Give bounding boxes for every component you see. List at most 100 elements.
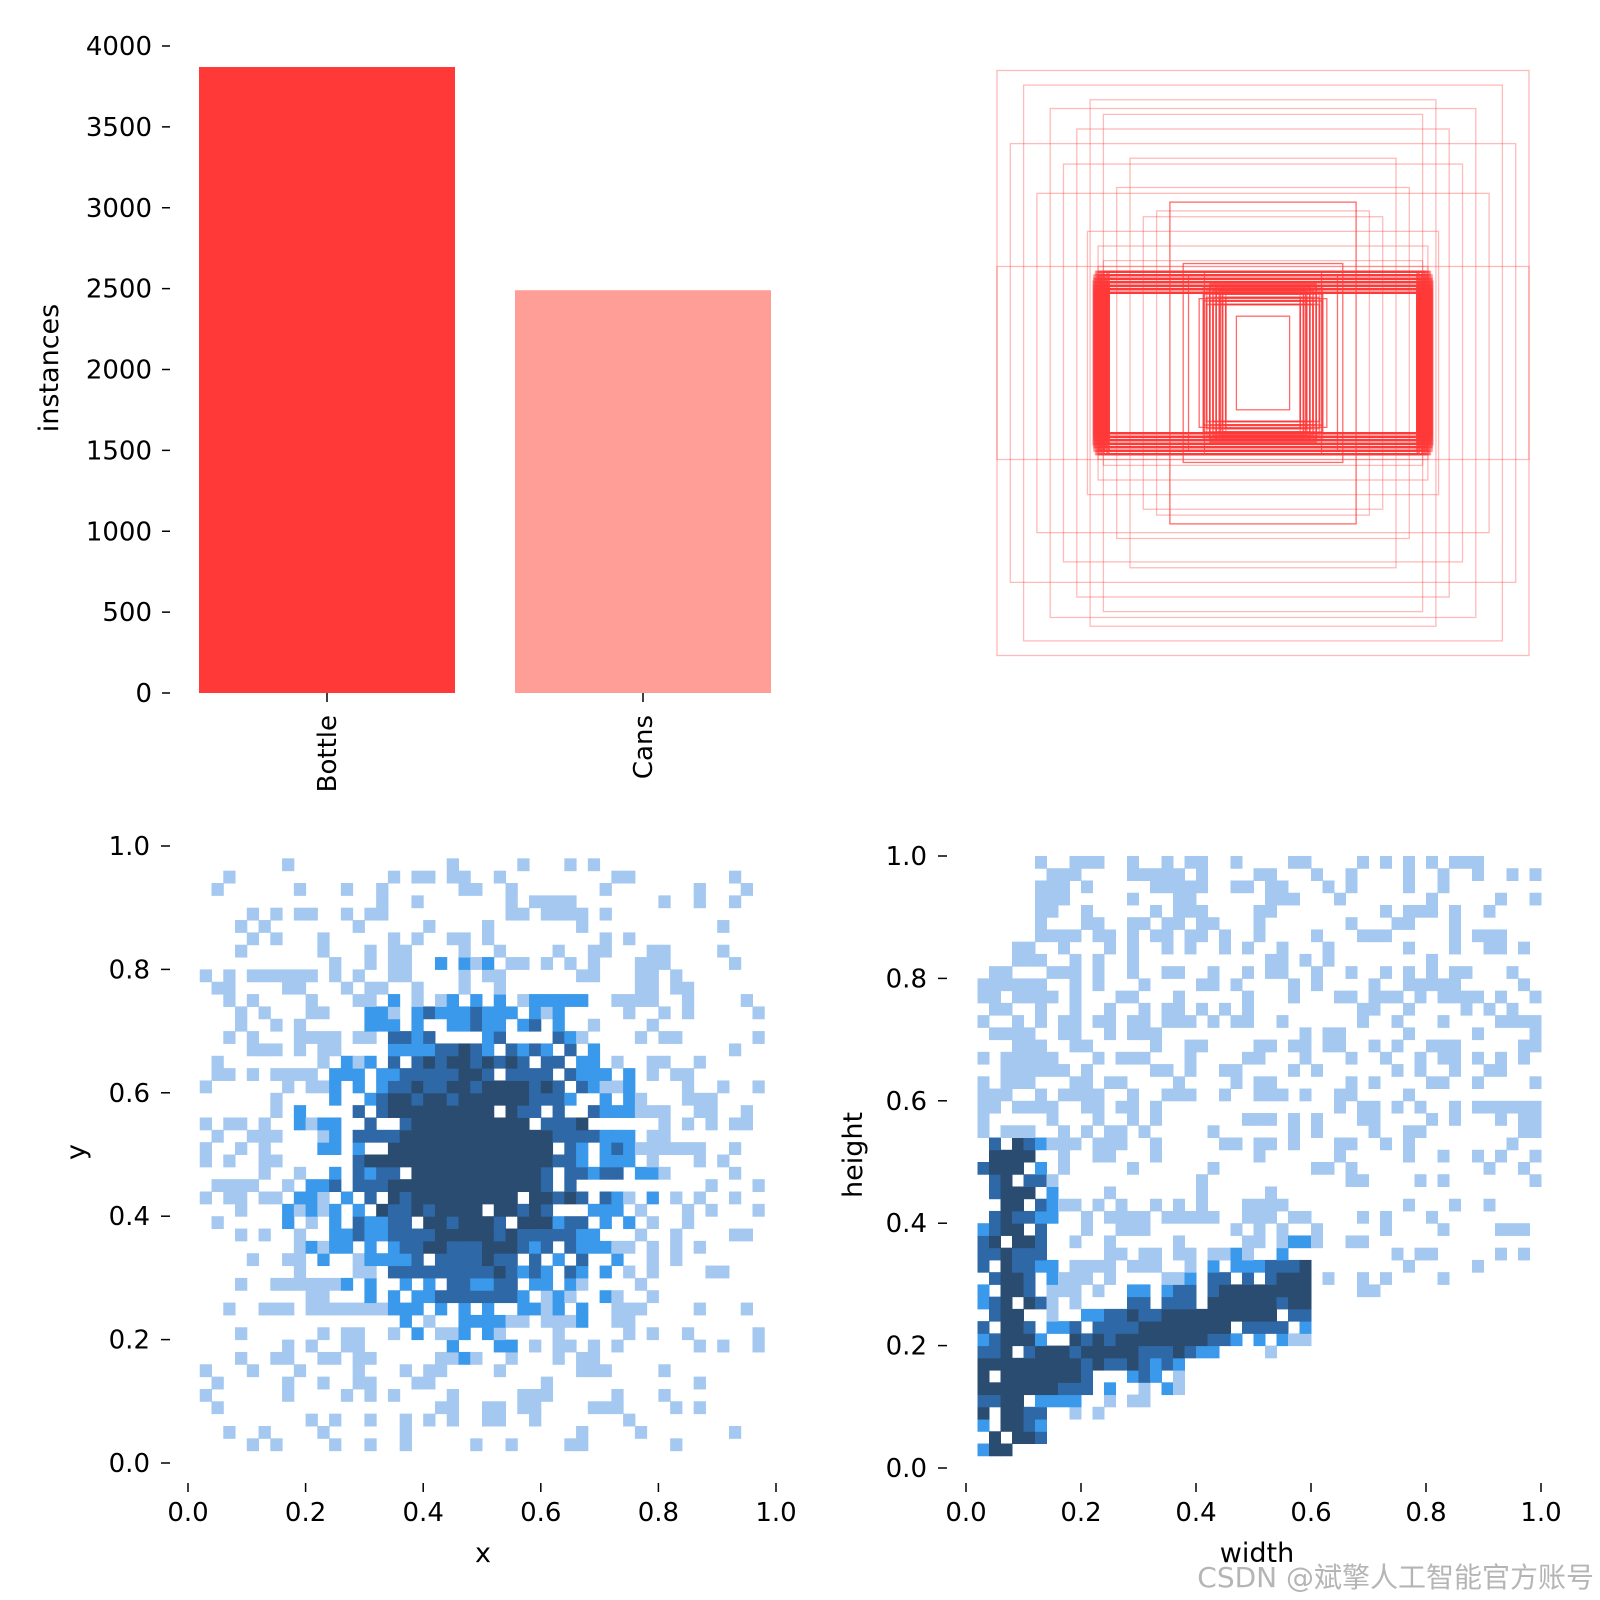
heatmap-cell <box>1230 1247 1243 1261</box>
heatmap-cell <box>977 1345 990 1359</box>
heatmap-cell <box>564 1142 577 1155</box>
heatmap-cell <box>223 969 236 983</box>
heatmap-cell <box>1207 1284 1220 1298</box>
heatmap-cell <box>1023 1235 1036 1249</box>
heatmap-cell <box>376 1154 389 1168</box>
heatmap-cell <box>1276 892 1289 906</box>
heatmap-cell <box>1173 892 1185 906</box>
heatmap-cell <box>293 1043 307 1057</box>
heatmap-cell <box>399 944 412 958</box>
heatmap-cell <box>1184 1210 1197 1224</box>
heatmap-cell <box>1437 1149 1450 1163</box>
heatmap-cell <box>1000 1443 1013 1457</box>
heatmap-cell <box>211 1179 224 1193</box>
heatmap-cell <box>1506 1223 1519 1236</box>
heatmap-cell <box>1403 904 1415 918</box>
heatmap-cell <box>434 1068 448 1081</box>
heatmap-cell <box>493 1080 507 1094</box>
bounding-box <box>1182 262 1344 464</box>
heatmap-cell <box>1196 1308 1208 1322</box>
heatmap-cell <box>564 895 577 909</box>
heatmap-cell <box>529 1105 542 1118</box>
wh-x-axis-label: width <box>1220 1538 1294 1569</box>
heatmap-cell <box>446 870 459 884</box>
heatmap-cell <box>305 994 318 1007</box>
heatmap-cell <box>705 1265 718 1279</box>
heatmap-cell <box>634 1166 648 1180</box>
heatmap-cell <box>317 1425 330 1439</box>
heatmap-cell <box>434 1055 448 1069</box>
heatmap-cell <box>434 1154 448 1168</box>
heatmap-cell <box>728 1191 742 1205</box>
heatmap-cell <box>599 1216 612 1230</box>
heatmap-cell <box>576 1364 589 1378</box>
heatmap-cell <box>1196 856 1208 869</box>
heatmap-cell <box>1184 1333 1197 1347</box>
heatmap-cell <box>423 1055 436 1069</box>
heatmap-cell <box>623 1191 636 1205</box>
heatmap-cell <box>1529 1015 1542 1028</box>
heatmap-cell <box>529 1302 542 1316</box>
heatmap-cell <box>1104 1333 1116 1347</box>
heatmap-cell <box>199 1154 213 1168</box>
heatmap-cell <box>399 1228 412 1242</box>
heatmap-cell <box>258 1228 271 1242</box>
bounding-box <box>1089 99 1437 627</box>
heatmap-cell <box>1069 953 1082 967</box>
heatmap-cell <box>1023 941 1036 955</box>
heatmap-cell <box>1207 1259 1220 1273</box>
heatmap-cell <box>1207 1125 1220 1139</box>
heatmap-cell <box>1012 1051 1024 1065</box>
heatmap-cell <box>1035 917 1047 930</box>
heatmap-cell <box>599 907 612 921</box>
heatmap-cell <box>1000 1321 1013 1334</box>
heatmap-cell <box>1000 1210 1013 1224</box>
heatmap-cell <box>1012 1419 1024 1432</box>
heatmap-cell <box>223 1191 236 1205</box>
heatmap-cell <box>1150 1247 1162 1261</box>
heatmap-cell <box>1138 1247 1151 1261</box>
y-tick-label: 0.2 <box>109 1326 150 1356</box>
heatmap-cell <box>529 1339 542 1353</box>
heatmap-cell <box>529 1265 542 1279</box>
heatmap-cell <box>576 1351 589 1365</box>
heatmap-cell <box>552 1105 565 1118</box>
heatmap-cell <box>399 1068 412 1081</box>
wh-axes: 0.0 0.2 0.4 0.6 0.8 1.00.00.20.40.60.81.0 <box>886 842 1562 1528</box>
heatmap-cell <box>1127 953 1139 967</box>
heatmap-cell <box>1529 1113 1542 1126</box>
heatmap-cell <box>470 1068 483 1081</box>
heatmap-cell <box>493 1216 507 1230</box>
heatmap-cell <box>387 1265 401 1279</box>
heatmap-cell <box>1104 1210 1116 1224</box>
heatmap-cell <box>1081 1210 1093 1224</box>
bounding-box <box>1218 289 1308 437</box>
bounding-box <box>1129 157 1397 569</box>
heatmap-cell <box>493 1129 507 1143</box>
heatmap-cell <box>1368 1002 1381 1016</box>
heatmap-cell <box>282 981 295 995</box>
heatmap-cell <box>352 1376 365 1390</box>
heatmap-cell <box>411 895 424 909</box>
heatmap-cell <box>282 1216 295 1230</box>
heatmap-cell <box>493 1290 507 1304</box>
heatmap-cell <box>293 1240 307 1254</box>
heatmap-cell <box>1138 1002 1151 1016</box>
heatmap-cell <box>352 969 365 983</box>
heatmap-cell <box>423 1191 436 1205</box>
heatmap-cell <box>1058 1027 1070 1041</box>
heatmap-cell <box>1184 1259 1197 1273</box>
heatmap-cell <box>529 1129 542 1143</box>
heatmap-cell <box>540 1277 554 1291</box>
heatmap-cell <box>658 1142 671 1155</box>
bounding-box <box>1093 281 1433 445</box>
heatmap-cell <box>1207 966 1220 979</box>
heatmap-cell <box>1138 868 1151 881</box>
heatmap-cell <box>364 944 377 958</box>
heatmap-cell <box>1184 1272 1197 1285</box>
heatmap-cell <box>1138 1370 1151 1383</box>
heatmap-cell <box>305 1203 318 1217</box>
heatmap-cell <box>352 1364 365 1378</box>
heatmap-cell <box>1161 1357 1174 1371</box>
heatmap-cell <box>376 981 389 995</box>
